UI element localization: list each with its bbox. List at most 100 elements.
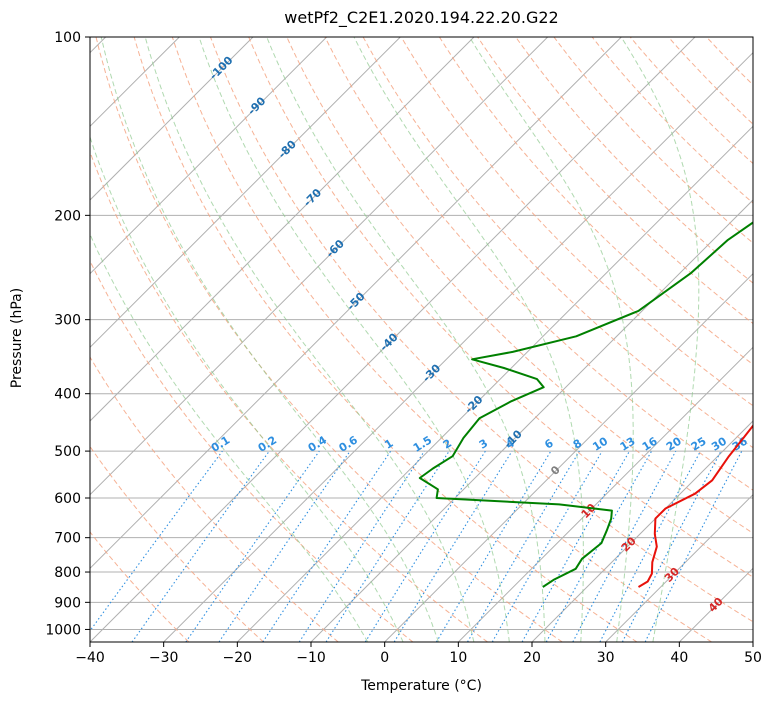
dry-adiabat (553, 37, 753, 244)
mixing-ratio-label: 6 (542, 436, 556, 451)
y-tick-label: 100 (54, 30, 81, 46)
isotherm-line (457, 346, 753, 642)
mixing-ratio-line (298, 450, 425, 642)
x-tick-label: 20 (523, 650, 541, 666)
mixing-ratio-label: 1 (382, 437, 395, 452)
moist-adiabat (266, 37, 546, 642)
y-tick-label: 800 (54, 565, 81, 581)
dry-adiabat (438, 37, 753, 366)
dry-adiabat (400, 37, 753, 407)
mixing-ratio-line (521, 450, 630, 642)
isotherm-line (0, 37, 32, 642)
mixing-ratio-line (644, 450, 743, 642)
profile-series (418, 221, 753, 588)
mixing-ratio-line (435, 450, 552, 642)
y-axis: 100 200 300 400 500 600 700 800 900 1000 (45, 30, 90, 638)
mixing-ratio-label: 2 (441, 437, 454, 452)
isotherm-line (678, 567, 753, 642)
isotherm-line (384, 272, 753, 642)
isotherm-label: -20 (462, 393, 485, 416)
x-axis-label: Temperature (°C) (361, 678, 482, 694)
isotherm-line (752, 641, 753, 642)
mixing-ratio-label: 3 (477, 437, 490, 452)
mixing-ratio-line (599, 450, 701, 642)
moist-adiabat (353, 37, 584, 642)
dry-adiabat (706, 37, 753, 86)
y-tick-label: 300 (54, 313, 81, 329)
y-tick-label: 1000 (45, 622, 81, 638)
isotherm-line (310, 199, 753, 642)
isotherm-label: -50 (344, 290, 367, 313)
mixing-ratio-line (262, 450, 392, 642)
plot-frame (89, 36, 754, 643)
x-tick-label: 50 (744, 650, 762, 666)
isotherm-line (90, 37, 254, 201)
dry-adiabat (248, 37, 753, 578)
dry-adiabat (210, 37, 753, 623)
mixing-ratio-label: 1.5 (411, 433, 434, 454)
dry-adiabat (515, 37, 753, 284)
isotherm-line (90, 37, 622, 570)
moist-adiabat (469, 37, 634, 642)
dry-adiabat (668, 37, 753, 125)
dry-adiabat (90, 445, 264, 642)
isotherm-line (90, 37, 475, 422)
dry-adiabat (90, 259, 414, 642)
dewpoint-profile-line (418, 221, 753, 588)
x-tick-label: 0 (380, 650, 389, 666)
mixing-ratio-line (393, 450, 513, 642)
isotherm-line (236, 125, 753, 642)
chart-title: wetPf2_C2E1.2020.194.22.20.G22 (284, 8, 559, 27)
moist-adiabat (198, 37, 510, 642)
y-tick-label: 700 (54, 531, 81, 547)
dry-adiabat (591, 37, 753, 204)
isotherm-line (531, 420, 753, 642)
moist-adiabat (144, 37, 475, 642)
mixing-ratio-line (572, 450, 677, 642)
isotherm-line (605, 493, 753, 642)
x-axis: −40 −30 −20 −10 0 10 20 30 40 50 (75, 642, 762, 666)
y-tick-label: 500 (54, 444, 81, 460)
mixing-ratio-line (90, 450, 223, 632)
mixing-ratio-label: 0.2 (256, 433, 279, 454)
x-tick-label: 10 (449, 650, 467, 666)
y-tick-label: 900 (54, 595, 81, 611)
x-tick-label: −30 (149, 650, 179, 666)
dry-adiabat (90, 356, 339, 642)
dry-adiabat (90, 150, 488, 642)
mixing-ratio-label: 0.1 (209, 433, 232, 454)
dry-adiabat (286, 37, 753, 534)
isotherm-line (90, 37, 401, 349)
isotherm-line (163, 51, 753, 642)
dry-adiabat (90, 531, 190, 642)
background-lines (0, 37, 753, 642)
isotherm-label: 30 (662, 565, 682, 585)
x-tick-label: −40 (75, 650, 105, 666)
moist-adiabat (620, 37, 700, 642)
x-tick-label: −10 (296, 650, 326, 666)
mixing-ratio-line (621, 450, 722, 642)
mixing-ratio-line (545, 450, 653, 642)
x-tick-label: 40 (670, 650, 688, 666)
dry-adiabat (362, 37, 753, 449)
isotherm-line (90, 37, 549, 496)
moist-adiabat (100, 37, 439, 642)
mixing-ratio-line (131, 450, 270, 642)
mixing-ratio-line (325, 450, 450, 642)
moist-adiabat (90, 135, 404, 642)
y-tick-label: 400 (54, 387, 81, 403)
x-tick-label: 30 (597, 650, 615, 666)
mixing-ratio-line (185, 450, 320, 642)
y-tick-label: 200 (54, 208, 81, 224)
y-tick-label: 600 (54, 491, 81, 507)
temperature-profile-line (637, 424, 753, 588)
dry-adiabat (171, 37, 712, 642)
isotherm-line (90, 37, 696, 642)
dry-adiabat (324, 37, 753, 491)
mixing-ratio-line (218, 450, 351, 642)
moist-adiabat (90, 232, 369, 642)
x-tick-label: −20 (223, 650, 253, 666)
